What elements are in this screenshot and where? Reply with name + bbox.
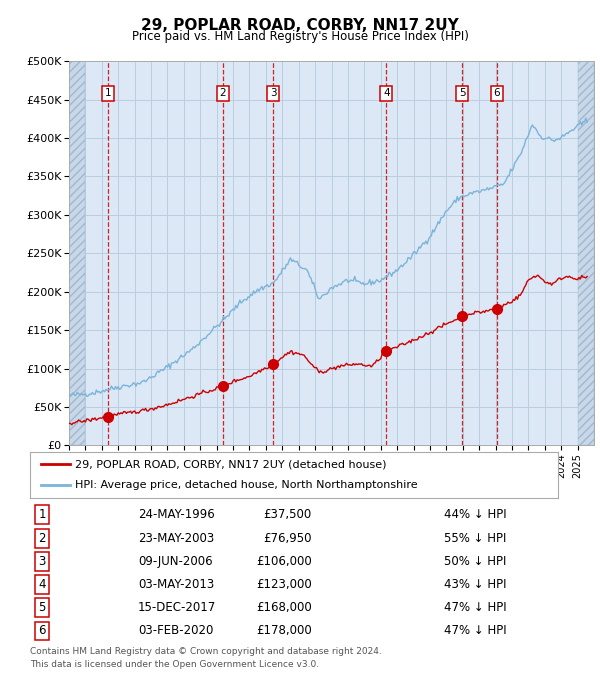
Text: £178,000: £178,000 — [256, 624, 312, 637]
Text: 6: 6 — [38, 624, 46, 637]
Text: £37,500: £37,500 — [264, 509, 312, 522]
Bar — [69, 61, 85, 445]
Text: 23-MAY-2003: 23-MAY-2003 — [138, 532, 214, 545]
Text: 50% ↓ HPI: 50% ↓ HPI — [444, 555, 506, 568]
Text: Contains HM Land Registry data © Crown copyright and database right 2024.: Contains HM Land Registry data © Crown c… — [30, 647, 382, 656]
Text: 1: 1 — [105, 88, 112, 99]
Text: 15-DEC-2017: 15-DEC-2017 — [138, 601, 216, 614]
Text: 43% ↓ HPI: 43% ↓ HPI — [444, 578, 506, 591]
Text: Price paid vs. HM Land Registry's House Price Index (HPI): Price paid vs. HM Land Registry's House … — [131, 30, 469, 43]
Text: 3: 3 — [270, 88, 277, 99]
Text: 4: 4 — [383, 88, 389, 99]
Text: 2: 2 — [38, 532, 46, 545]
Text: 03-MAY-2013: 03-MAY-2013 — [138, 578, 214, 591]
Text: 3: 3 — [38, 555, 46, 568]
Text: 5: 5 — [459, 88, 466, 99]
Text: 24-MAY-1996: 24-MAY-1996 — [138, 509, 215, 522]
Text: 4: 4 — [38, 578, 46, 591]
Text: 47% ↓ HPI: 47% ↓ HPI — [444, 601, 506, 614]
Text: HPI: Average price, detached house, North Northamptonshire: HPI: Average price, detached house, Nort… — [75, 480, 418, 490]
Text: 29, POPLAR ROAD, CORBY, NN17 2UY: 29, POPLAR ROAD, CORBY, NN17 2UY — [141, 18, 459, 33]
Text: 6: 6 — [494, 88, 500, 99]
Text: 2: 2 — [220, 88, 226, 99]
Text: 29, POPLAR ROAD, CORBY, NN17 2UY (detached house): 29, POPLAR ROAD, CORBY, NN17 2UY (detach… — [75, 459, 386, 469]
Text: £106,000: £106,000 — [256, 555, 312, 568]
Text: £123,000: £123,000 — [256, 578, 312, 591]
Text: 09-JUN-2006: 09-JUN-2006 — [138, 555, 212, 568]
Text: 47% ↓ HPI: 47% ↓ HPI — [444, 624, 506, 637]
Text: 5: 5 — [38, 601, 46, 614]
Text: 55% ↓ HPI: 55% ↓ HPI — [444, 532, 506, 545]
Bar — [578, 61, 594, 445]
Text: £76,950: £76,950 — [263, 532, 312, 545]
Text: 44% ↓ HPI: 44% ↓ HPI — [444, 509, 506, 522]
Text: This data is licensed under the Open Government Licence v3.0.: This data is licensed under the Open Gov… — [30, 660, 319, 668]
Text: 1: 1 — [38, 509, 46, 522]
Text: 03-FEB-2020: 03-FEB-2020 — [138, 624, 214, 637]
Text: £168,000: £168,000 — [256, 601, 312, 614]
